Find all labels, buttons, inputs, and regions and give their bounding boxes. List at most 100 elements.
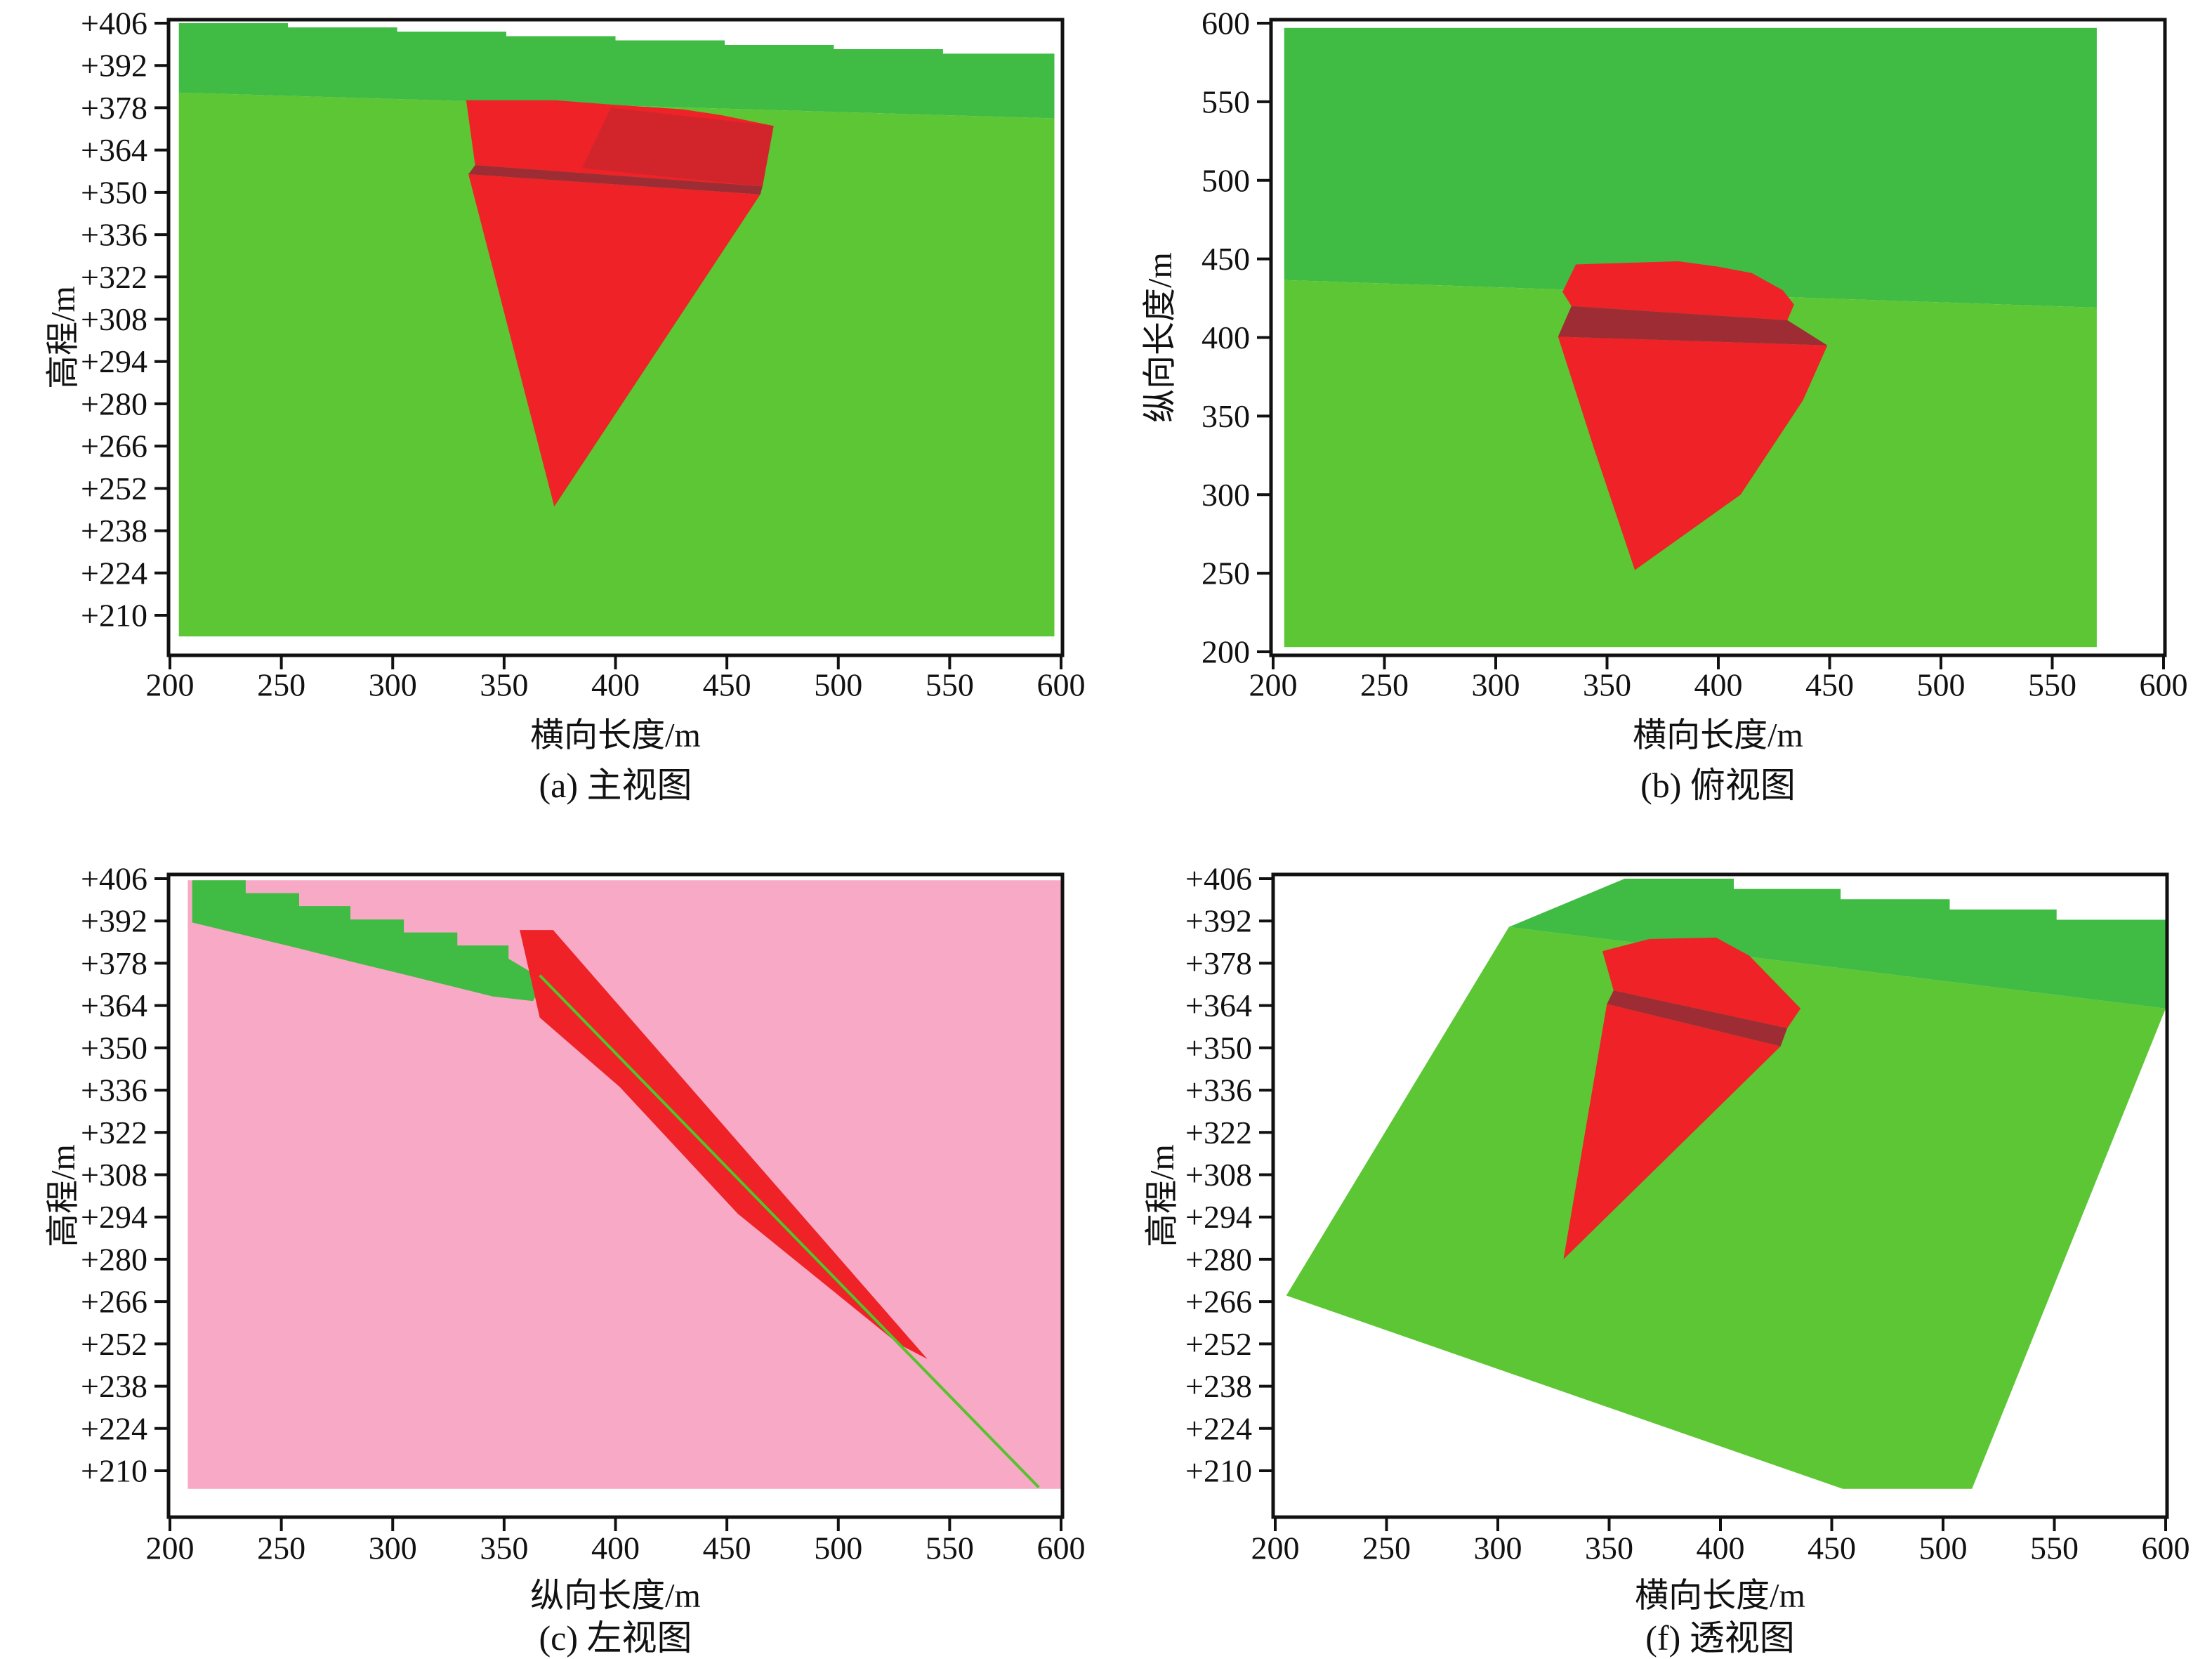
front-view-y-axis-title: 高程/m — [45, 286, 82, 389]
perspective-view-y-tick-label: +392 — [1185, 903, 1252, 939]
perspective-view-y-tick-label: +224 — [1185, 1410, 1252, 1446]
left-view-y-tick-label: +294 — [81, 1199, 147, 1235]
top-view-x-tick-label: 350 — [1583, 667, 1631, 703]
perspective-view-y-tick-label: +364 — [1185, 988, 1252, 1023]
perspective-view-x-tick-label: 600 — [2142, 1530, 2190, 1566]
top-view-caption: (b) 俯视图 — [1640, 766, 1796, 805]
front-view-x-tick-label: 350 — [480, 667, 528, 703]
top-view-y-tick-label: 250 — [1202, 556, 1250, 591]
perspective-view-y-tick-label: +308 — [1185, 1157, 1252, 1193]
perspective-view-y-tick-label: +322 — [1185, 1115, 1252, 1150]
front-view-x-tick-label: 250 — [257, 667, 305, 703]
front-view-x-tick-label: 300 — [369, 667, 417, 703]
left-view-y-tick-label: +364 — [81, 988, 147, 1023]
front-view-y-tick-label: +392 — [81, 48, 147, 84]
front-view-x-tick-label: 200 — [146, 667, 195, 703]
front-view-y-tick-label: +210 — [81, 598, 147, 634]
left-view-y-tick-label: +238 — [81, 1368, 147, 1404]
left-view-x-tick-label: 450 — [703, 1530, 751, 1566]
left-view-y-tick-label: +406 — [81, 861, 147, 897]
left-view-pit-profile — [520, 930, 928, 1359]
front-view-x-axis-title: 横向长度/m — [530, 717, 701, 754]
top-view-y-tick-label: 200 — [1202, 634, 1250, 670]
left-view-y-tick-label: +308 — [81, 1157, 147, 1193]
front-view-y-tick-label: +336 — [81, 217, 147, 253]
front-view-y-tick-label: +280 — [81, 386, 147, 421]
left-view-caption: (c) 左视图 — [539, 1618, 692, 1658]
top-view-y-tick-label: 350 — [1202, 398, 1250, 434]
perspective-view-x-tick-label: 550 — [2030, 1530, 2079, 1566]
top-view-x-tick-label: 400 — [1694, 667, 1743, 703]
front-view-y-tick-label: +224 — [81, 555, 147, 591]
left-view-x-tick-label: 500 — [814, 1530, 862, 1566]
top-view-far-terrain — [1284, 27, 2097, 308]
perspective-view-y-tick-label: +378 — [1185, 945, 1252, 981]
perspective-view-x-tick-label: 300 — [1474, 1530, 1522, 1566]
front-view-x-tick-label: 500 — [814, 667, 862, 703]
perspective-view-caption: (f) 透视图 — [1645, 1618, 1794, 1658]
left-view-y-tick-label: +266 — [81, 1284, 147, 1320]
left-view-x-axis-title: 纵向长度/m — [530, 1578, 701, 1615]
front-view-y-tick-label: +294 — [81, 343, 147, 379]
left-view-y-tick-label: +224 — [81, 1410, 147, 1446]
perspective-view-x-tick-label: 450 — [1808, 1530, 1856, 1566]
top-view-y-tick-label: 450 — [1202, 241, 1250, 277]
front-view-pit-lower — [468, 174, 761, 507]
left-view-y-tick-label: +378 — [81, 945, 147, 981]
front-view-x-tick-label: 600 — [1037, 667, 1086, 703]
top-view-y-axis-title: 纵向长度/m — [1142, 252, 1179, 423]
top-view-x-tick-label: 300 — [1472, 667, 1520, 703]
front-view-bench-band — [468, 165, 763, 195]
perspective-view-pit-lower — [1563, 1004, 1781, 1259]
front-view-y-tick-label: +266 — [81, 428, 147, 464]
top-view-y-tick-label: 550 — [1202, 84, 1250, 119]
left-view-x-tick-label: 200 — [146, 1530, 195, 1566]
left-view-y-axis-title: 高程/m — [45, 1144, 82, 1247]
perspective-view-crest-band — [1508, 879, 2166, 1009]
left-view-y-tick-label: +350 — [81, 1030, 147, 1065]
top-view-bench-band — [1558, 306, 1828, 346]
front-view-caption: (a) 主视图 — [539, 766, 692, 805]
perspective-view-x-tick-label: 250 — [1362, 1530, 1411, 1566]
perspective-view-y-tick-label: +252 — [1185, 1326, 1252, 1362]
front-view-y-tick-label: +252 — [81, 471, 147, 506]
front-view-pit-upper — [466, 100, 774, 187]
perspective-view-x-tick-label: 500 — [1919, 1530, 1968, 1566]
perspective-view-terrain-face — [1286, 926, 2166, 1489]
front-view-y-tick-label: +322 — [81, 259, 147, 295]
top-view-x-tick-label: 200 — [1249, 667, 1298, 703]
front-view-y-tick-label: +238 — [81, 513, 147, 549]
perspective-view-pit-upper — [1602, 937, 1801, 1028]
top-view-x-tick-label: 550 — [2028, 667, 2076, 703]
left-view-panel: +406 +392 +378 +364 +350 +336 +322 +308 +294 +280… — [45, 861, 1086, 1658]
left-view-x-tick-label: 400 — [591, 1530, 640, 1566]
perspective-view-panel: +406 +392 +378 +364 +350 +336 +322 +308 +294 +280… — [1144, 861, 2190, 1658]
left-view-y-tick-label: +252 — [81, 1326, 147, 1362]
top-view-pit-upper — [1562, 261, 1794, 320]
perspective-view-y-tick-label: +336 — [1185, 1073, 1252, 1108]
left-view-x-tick-label: 350 — [480, 1530, 528, 1566]
front-view-x-tick-label: 450 — [703, 667, 751, 703]
front-view-panel: +406 +392 +378 +364 +350 +336 +322 +308 +294 +280… — [45, 6, 1086, 806]
front-view-upper-bench — [178, 23, 1055, 119]
perspective-view-y-tick-label: +210 — [1185, 1453, 1252, 1489]
front-view-y-tick-label: +378 — [81, 90, 147, 126]
perspective-view-y-tick-label: +280 — [1185, 1241, 1252, 1277]
front-view-x-tick-label: 550 — [926, 667, 974, 703]
left-view-slope-line — [539, 974, 1040, 1489]
left-view-y-tick-label: +280 — [81, 1241, 147, 1277]
top-view-x-tick-label: 450 — [1805, 667, 1854, 703]
perspective-view-y-tick-label: +350 — [1185, 1030, 1252, 1065]
left-view-x-tick-label: 300 — [369, 1530, 417, 1566]
left-view-surface-band — [192, 880, 544, 1002]
top-view-y-tick-label: 600 — [1202, 6, 1250, 41]
left-view-x-tick-label: 250 — [257, 1530, 305, 1566]
perspective-view-x-tick-label: 200 — [1251, 1530, 1300, 1566]
top-view-y-tick-label: 500 — [1202, 162, 1250, 198]
front-view-y-tick-label: +364 — [81, 132, 147, 168]
perspective-view-y-tick-label: +406 — [1185, 861, 1252, 897]
perspective-view-bench-band — [1607, 990, 1788, 1047]
top-view-x-tick-label: 600 — [2140, 667, 2188, 703]
left-view-x-tick-label: 600 — [1037, 1530, 1086, 1566]
